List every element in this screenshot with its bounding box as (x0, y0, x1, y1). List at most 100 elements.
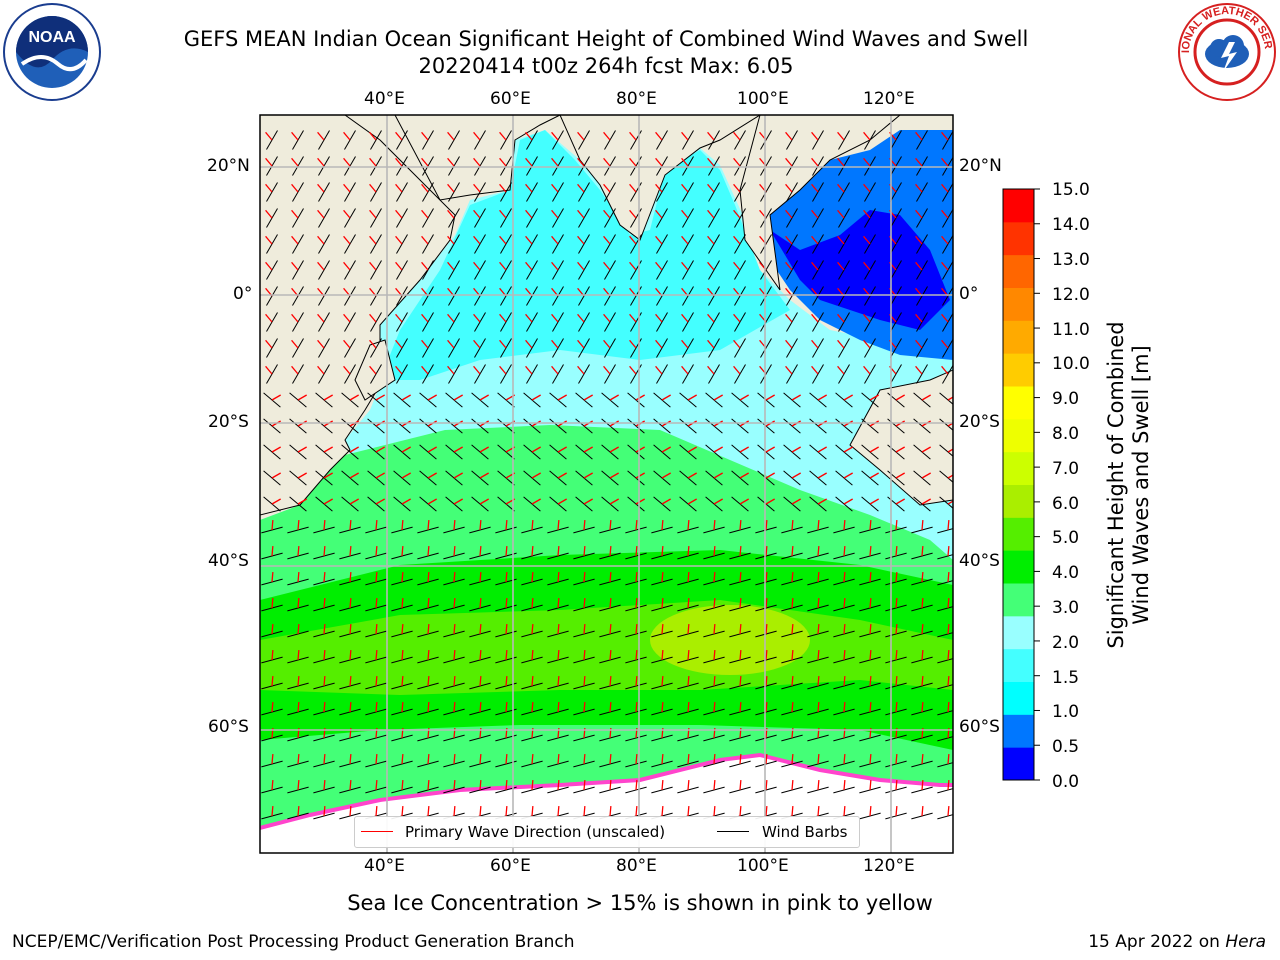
wave-direction-arrow (349, 701, 352, 713)
wave-direction-arrow (375, 519, 378, 531)
wave-direction-arrow (843, 519, 846, 531)
wave-direction-arrow (369, 261, 377, 271)
wave-direction-arrow (895, 675, 898, 687)
wave-direction-arrow (297, 498, 307, 505)
wave-direction-arrow (837, 131, 845, 141)
wave-direction-arrow (297, 805, 300, 817)
wave-direction-arrow (453, 805, 456, 817)
colorbar-tick: 1.5 (1052, 668, 1080, 688)
wave-direction-arrow (687, 571, 690, 583)
wave-direction-arrow (557, 779, 560, 791)
wave-direction-arrow (863, 339, 871, 349)
wave-direction-arrow (603, 365, 611, 375)
wave-direction-arrow (785, 209, 793, 219)
wave-direction-arrow (785, 313, 793, 323)
wave-direction-arrow (265, 365, 273, 375)
wave-direction-arrow (863, 313, 871, 323)
wave-direction-arrow (869, 545, 872, 557)
colorbar-tick: 6.0 (1052, 494, 1080, 514)
wave-direction-arrow (427, 649, 430, 661)
wave-direction-arrow (577, 157, 585, 167)
wave-direction-arrow (577, 261, 585, 271)
wave-direction-arrow (609, 805, 612, 817)
wave-direction-arrow (609, 753, 612, 765)
wave-direction-arrow (661, 545, 664, 557)
wave-direction-arrow (661, 675, 664, 687)
wave-direction-arrow (739, 753, 742, 765)
wave-direction-arrow (375, 779, 378, 791)
wave-direction-arrow (323, 519, 326, 531)
wave-direction-arrow (661, 472, 671, 479)
wave-direction-arrow (349, 472, 359, 479)
wave-direction-arrow (479, 394, 489, 401)
wave-direction-arrow (837, 183, 845, 193)
wave-direction-arrow (479, 597, 482, 609)
wave-direction-arrow (629, 131, 637, 141)
wave-direction-arrow (297, 597, 300, 609)
wave-direction-arrow (499, 339, 507, 349)
wave-direction-arrow (349, 623, 352, 635)
wave-direction-arrow (369, 365, 377, 375)
wave-direction-arrow (713, 519, 716, 531)
wave-direction-arrow (791, 446, 801, 453)
wave-direction-arrow (447, 313, 455, 323)
wave-direction-arrow (323, 498, 333, 505)
wave-direction-arrow (505, 597, 508, 609)
wave-direction-arrow (921, 545, 924, 557)
wave-direction-arrow (941, 131, 949, 141)
wave-direction-arrow (505, 649, 508, 661)
wave-direction-arrow (447, 157, 455, 167)
lat-label-left-20s: 20°S (208, 412, 249, 432)
wave-direction-arrow (271, 472, 281, 479)
wave-direction-arrow (479, 623, 482, 635)
wave-direction-arrow (401, 519, 404, 531)
wave-direction-arrow (629, 313, 637, 323)
wave-direction-arrow (551, 339, 559, 349)
wave-direction-arrow (531, 498, 541, 505)
wave-direction-arrow (687, 498, 697, 505)
colorbar-title: Significant Height of Combined Wind Wave… (1104, 321, 1154, 648)
wave-direction-arrow (713, 498, 723, 505)
wave-direction-arrow (629, 209, 637, 219)
wave-direction-arrow (843, 675, 846, 687)
wave-direction-arrow (843, 753, 846, 765)
colorbar-segment (1003, 615, 1034, 650)
wave-direction-arrow (635, 519, 638, 531)
wave-direction-arrow (479, 675, 482, 687)
wave-direction-arrow (421, 157, 429, 167)
wave-direction-arrow (479, 545, 482, 557)
wave-direction-arrow (271, 623, 274, 635)
lat-label-left-20n: 20°N (207, 156, 250, 176)
wave-direction-arrow (791, 545, 794, 557)
wave-direction-arrow (427, 545, 430, 557)
wave-direction-arrow (265, 157, 273, 167)
wave-direction-arrow (733, 183, 741, 193)
wave-direction-arrow (291, 157, 299, 167)
wave-direction-arrow (687, 701, 690, 713)
wave-direction-arrow (609, 597, 612, 609)
wave-direction-arrow (583, 446, 593, 453)
colorbar-segment (1003, 517, 1034, 551)
wave-direction-arrow (713, 779, 716, 791)
wave-direction-arrow (297, 519, 300, 531)
wave-direction-arrow (843, 623, 846, 635)
wave-direction-arrow (265, 209, 273, 219)
wave-direction-arrow (921, 498, 931, 505)
wave-direction-arrow (583, 675, 586, 687)
wave-direction-arrow (583, 623, 586, 635)
wave-direction-arrow (765, 472, 775, 479)
wave-direction-arrow (323, 701, 326, 713)
wave-direction-arrow (265, 131, 273, 141)
wave-direction-arrow (603, 183, 611, 193)
wave-direction-arrow (609, 545, 612, 557)
wave-direction-arrow (583, 394, 593, 401)
wave-direction-arrow (791, 394, 801, 401)
wave-direction-arrow (479, 701, 482, 713)
wave-direction-arrow (421, 365, 429, 375)
wave-direction-arrow (421, 313, 429, 323)
wind-barbs-legend-label: Wind Barbs (762, 823, 848, 841)
lon-label-bottom-120e: 120°E (863, 856, 915, 876)
lon-label-top-40e: 40°E (364, 89, 405, 109)
wave-direction-arrow (635, 498, 645, 505)
wave-direction-arrow (427, 779, 430, 791)
